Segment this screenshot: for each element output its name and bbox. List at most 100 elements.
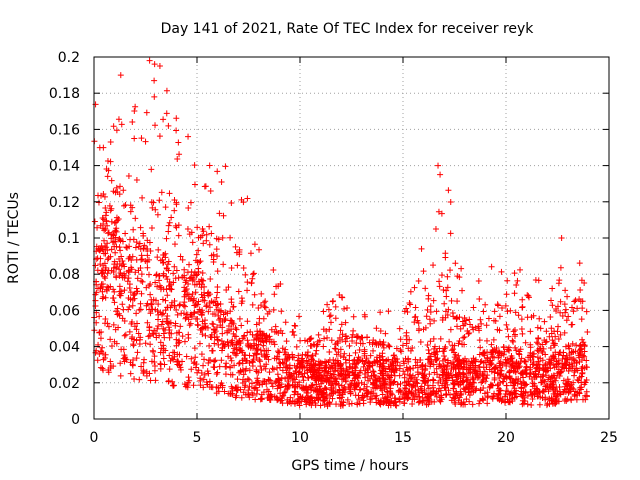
data-point xyxy=(280,360,287,367)
data-point xyxy=(246,394,253,401)
data-point xyxy=(117,372,124,379)
data-point xyxy=(281,389,288,396)
data-point xyxy=(518,385,525,392)
data-point xyxy=(237,368,244,375)
data-point xyxy=(477,359,484,366)
data-point xyxy=(130,341,137,348)
data-point xyxy=(458,265,465,272)
data-point xyxy=(151,77,158,84)
data-point xyxy=(330,356,337,363)
data-point xyxy=(272,323,279,330)
data-point xyxy=(308,335,315,342)
data-point xyxy=(572,297,579,304)
data-point xyxy=(107,358,114,365)
data-point xyxy=(513,376,520,383)
data-point xyxy=(346,372,353,379)
data-point xyxy=(480,350,487,357)
data-point xyxy=(251,291,258,298)
data-point xyxy=(394,355,401,362)
data-point xyxy=(253,346,260,353)
data-point xyxy=(107,158,114,165)
data-point xyxy=(370,372,377,379)
data-point xyxy=(372,377,379,384)
data-point xyxy=(385,372,392,379)
data-point xyxy=(491,354,498,361)
data-point xyxy=(533,339,540,346)
data-point xyxy=(225,323,232,330)
data-point xyxy=(194,301,201,308)
data-point xyxy=(164,292,171,299)
data-point xyxy=(199,297,206,304)
data-point xyxy=(549,400,556,407)
data-point xyxy=(427,361,434,368)
data-point xyxy=(129,362,136,369)
data-point xyxy=(108,235,115,242)
data-point xyxy=(385,363,392,370)
data-point xyxy=(132,269,139,276)
data-point xyxy=(484,354,491,361)
data-point xyxy=(121,352,128,359)
data-point xyxy=(581,381,588,388)
data-point xyxy=(326,349,333,356)
data-point xyxy=(125,172,132,179)
data-point xyxy=(176,362,183,369)
data-point xyxy=(482,301,489,308)
data-point xyxy=(169,378,176,385)
data-point xyxy=(434,355,441,362)
data-point xyxy=(175,340,182,347)
data-point xyxy=(101,193,108,200)
data-point xyxy=(504,326,511,333)
data-point xyxy=(131,323,138,330)
data-point xyxy=(182,279,189,286)
data-point xyxy=(190,382,197,389)
data-point xyxy=(258,367,265,374)
data-point xyxy=(207,275,214,282)
data-point xyxy=(166,219,173,226)
data-point xyxy=(579,357,585,364)
data-point xyxy=(426,371,433,378)
data-point xyxy=(539,357,546,364)
data-point xyxy=(555,280,562,287)
data-point xyxy=(177,253,184,260)
data-point xyxy=(373,395,380,402)
data-point xyxy=(132,215,139,222)
data-point xyxy=(115,116,122,123)
data-point xyxy=(187,312,194,319)
data-point xyxy=(536,389,543,396)
data-point xyxy=(278,308,285,315)
data-point xyxy=(228,326,235,333)
data-point xyxy=(425,347,432,354)
data-point xyxy=(165,222,172,229)
data-point xyxy=(128,257,135,264)
data-point xyxy=(379,391,386,398)
data-point xyxy=(533,362,540,369)
data-point xyxy=(453,373,460,380)
data-point xyxy=(557,298,564,305)
data-point xyxy=(394,381,401,388)
data-point xyxy=(476,397,483,404)
data-point xyxy=(281,349,288,356)
data-point xyxy=(262,365,269,372)
data-point xyxy=(168,302,175,309)
data-point xyxy=(373,392,380,399)
data-point xyxy=(208,230,215,237)
data-point xyxy=(94,285,101,292)
data-point xyxy=(119,257,126,264)
data-point xyxy=(213,294,220,301)
data-point xyxy=(274,397,281,404)
data-point xyxy=(563,352,570,359)
data-point xyxy=(138,290,145,297)
data-point xyxy=(155,322,162,329)
data-point xyxy=(503,382,510,389)
data-point xyxy=(140,368,147,375)
data-point xyxy=(507,375,514,382)
data-point xyxy=(138,271,145,278)
data-point xyxy=(303,397,310,404)
data-point xyxy=(203,302,210,309)
data-point xyxy=(249,392,256,399)
data-point xyxy=(436,385,443,392)
data-point xyxy=(166,283,173,290)
data-point xyxy=(400,358,407,365)
data-point xyxy=(555,335,562,342)
